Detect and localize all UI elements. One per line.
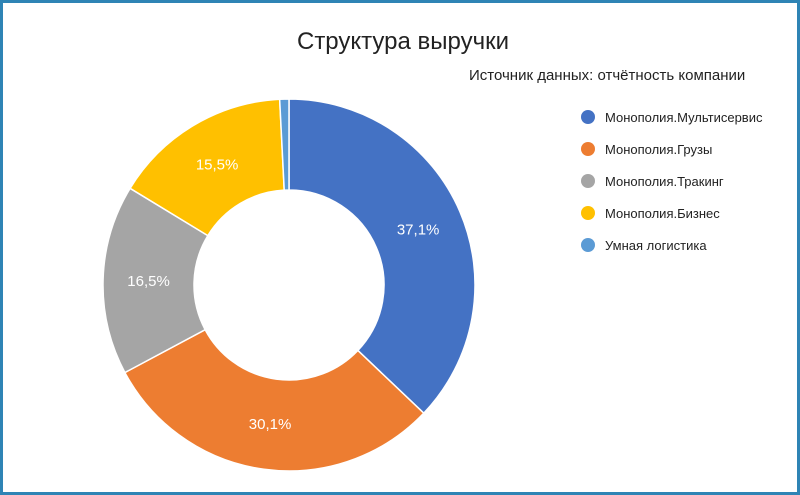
legend-label: Монополия.Бизнес xyxy=(605,205,720,221)
legend-item-3: Монополия.Тракинг xyxy=(581,165,762,197)
legend-label: Монополия.Грузы xyxy=(605,141,713,157)
slice-label-4: 15,5% xyxy=(196,156,239,173)
legend-swatch xyxy=(581,238,595,252)
slice-label-2: 30,1% xyxy=(249,416,292,433)
donut-slice-2 xyxy=(123,328,425,472)
chart-title: Структура выручки xyxy=(296,28,509,55)
donut-slice-5 xyxy=(278,98,290,191)
legend-swatch xyxy=(581,174,595,188)
legend-label: Умная логистика xyxy=(605,237,707,253)
slice-label-3: 16,5% xyxy=(127,273,170,290)
legend-label: Монополия.Мультисервис xyxy=(605,109,763,125)
legend-item-1: Монополия.Мультисервис xyxy=(581,101,762,133)
donut-slice-1 xyxy=(288,98,476,415)
legend-item-4: Монополия.Бизнес xyxy=(581,197,762,229)
legend-item-2: Монополия.Грузы xyxy=(581,133,762,165)
chart-subtitle: Источник данных: отчётность компании xyxy=(469,67,746,84)
legend-swatch xyxy=(581,142,595,156)
legend-swatch xyxy=(581,110,595,124)
slice-label-1: 37,1% xyxy=(397,222,440,239)
chart-legend: Монополия.Мультисервис Монополия.Грузы Мон… xyxy=(581,101,762,261)
legend-swatch xyxy=(581,206,595,220)
legend-item-5: Умная логистика xyxy=(581,229,762,261)
legend-label: Монополия.Тракинг xyxy=(605,173,724,189)
donut-chart: 37,1% 30,1% 16,5% 15,5% xyxy=(102,98,476,472)
